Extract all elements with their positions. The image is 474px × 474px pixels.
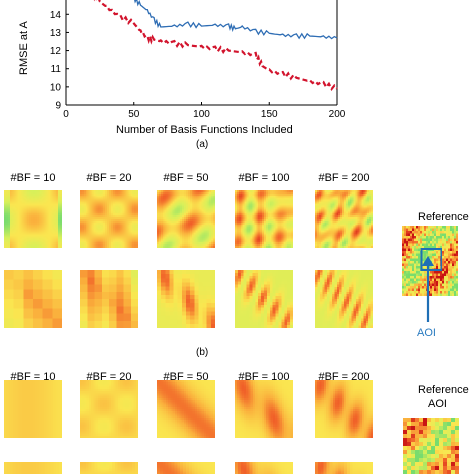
panel-b-bf-label-4: #BF = 200	[318, 172, 370, 184]
y-tick-label: 13	[50, 28, 62, 39]
x-tick-label: 100	[193, 109, 210, 120]
x-tick-label: 150	[261, 109, 278, 120]
y-tick-label: 9	[55, 101, 61, 112]
panel-b-row2-heatmap-3	[235, 270, 293, 328]
panel-b-bf-label-3: #BF = 100	[238, 172, 290, 184]
panel-b-row2-heatmap-4	[315, 270, 373, 328]
panel-c-bf-label-4: #BF = 200	[318, 371, 370, 383]
panel-b-row2-heatmap-1	[80, 270, 138, 328]
panel-b-row2-heatmap-2	[157, 270, 215, 328]
x-tick-label: 50	[128, 109, 140, 120]
reference-label-c: Reference	[418, 384, 469, 396]
panel-c-row2-heatmap-1	[80, 462, 138, 474]
y-tick-label: 14	[50, 10, 62, 21]
panel-b-row1-heatmap-1	[80, 190, 138, 248]
panel-c-heatmap-3	[235, 380, 293, 438]
reference-label-b: Reference	[418, 211, 469, 223]
reference-aoi-heatmap-c	[403, 418, 459, 474]
panel-b-bf-label-1: #BF = 20	[86, 172, 132, 184]
aoi-label: AOI	[417, 327, 436, 339]
panel-b-row2-heatmap-0	[4, 270, 62, 328]
panel-b-row1-heatmap-0	[4, 190, 62, 248]
y-axis-label: RMSE at A	[18, 21, 30, 75]
panel-c-row2-heatmap-3	[235, 462, 293, 474]
x-tick-label: 200	[329, 109, 346, 120]
panel-c-heatmap-1	[80, 380, 138, 438]
panel-c-row2-heatmap-2	[157, 462, 215, 474]
x-tick-label: 0	[63, 109, 69, 120]
plot-area: 0 50 100 150 200 9 10 11 12 13 14	[50, 0, 346, 120]
panel-c-bf-label-3: #BF = 100	[238, 371, 290, 383]
panel-c-heatmap-2	[157, 380, 215, 438]
red-dashed-series	[93, 0, 338, 92]
reference-aoi-label-c: AOI	[428, 398, 447, 410]
y-tick-label: 10	[50, 82, 62, 93]
panel-c-bf-label-2: #BF = 50	[163, 371, 209, 383]
reference-heatmap-b	[402, 226, 458, 296]
y-tick-label: 12	[50, 46, 62, 57]
panel-b-bf-label-2: #BF = 50	[163, 172, 209, 184]
aoi-box	[420, 247, 443, 272]
panel-c-bf-label-0: #BF = 10	[10, 371, 56, 383]
rmse-line-chart: 0 50 100 150 200 9 10 11 12 13 14	[50, 0, 346, 120]
panel-c-heatmap-4	[315, 380, 373, 438]
panel-b-row1-heatmap-2	[157, 190, 215, 248]
blue-solid-series	[134, 0, 338, 40]
panel-b-row1-heatmap-3	[235, 190, 293, 248]
y-tick-label: 11	[51, 64, 62, 75]
panel-b-bf-label-0: #BF = 10	[10, 172, 56, 184]
panel-b-row1-heatmap-4	[315, 190, 373, 248]
panel-c-row2-heatmap-0	[4, 462, 62, 474]
panel-c-heatmap-0	[4, 380, 62, 438]
caption-b: (b)	[196, 347, 209, 358]
x-axis-label: Number of Basis Functions Included	[116, 124, 293, 136]
panel-c-bf-label-1: #BF = 20	[86, 371, 132, 383]
panel-c-row2-heatmap-4	[315, 462, 373, 474]
caption-a: (a)	[196, 139, 209, 150]
